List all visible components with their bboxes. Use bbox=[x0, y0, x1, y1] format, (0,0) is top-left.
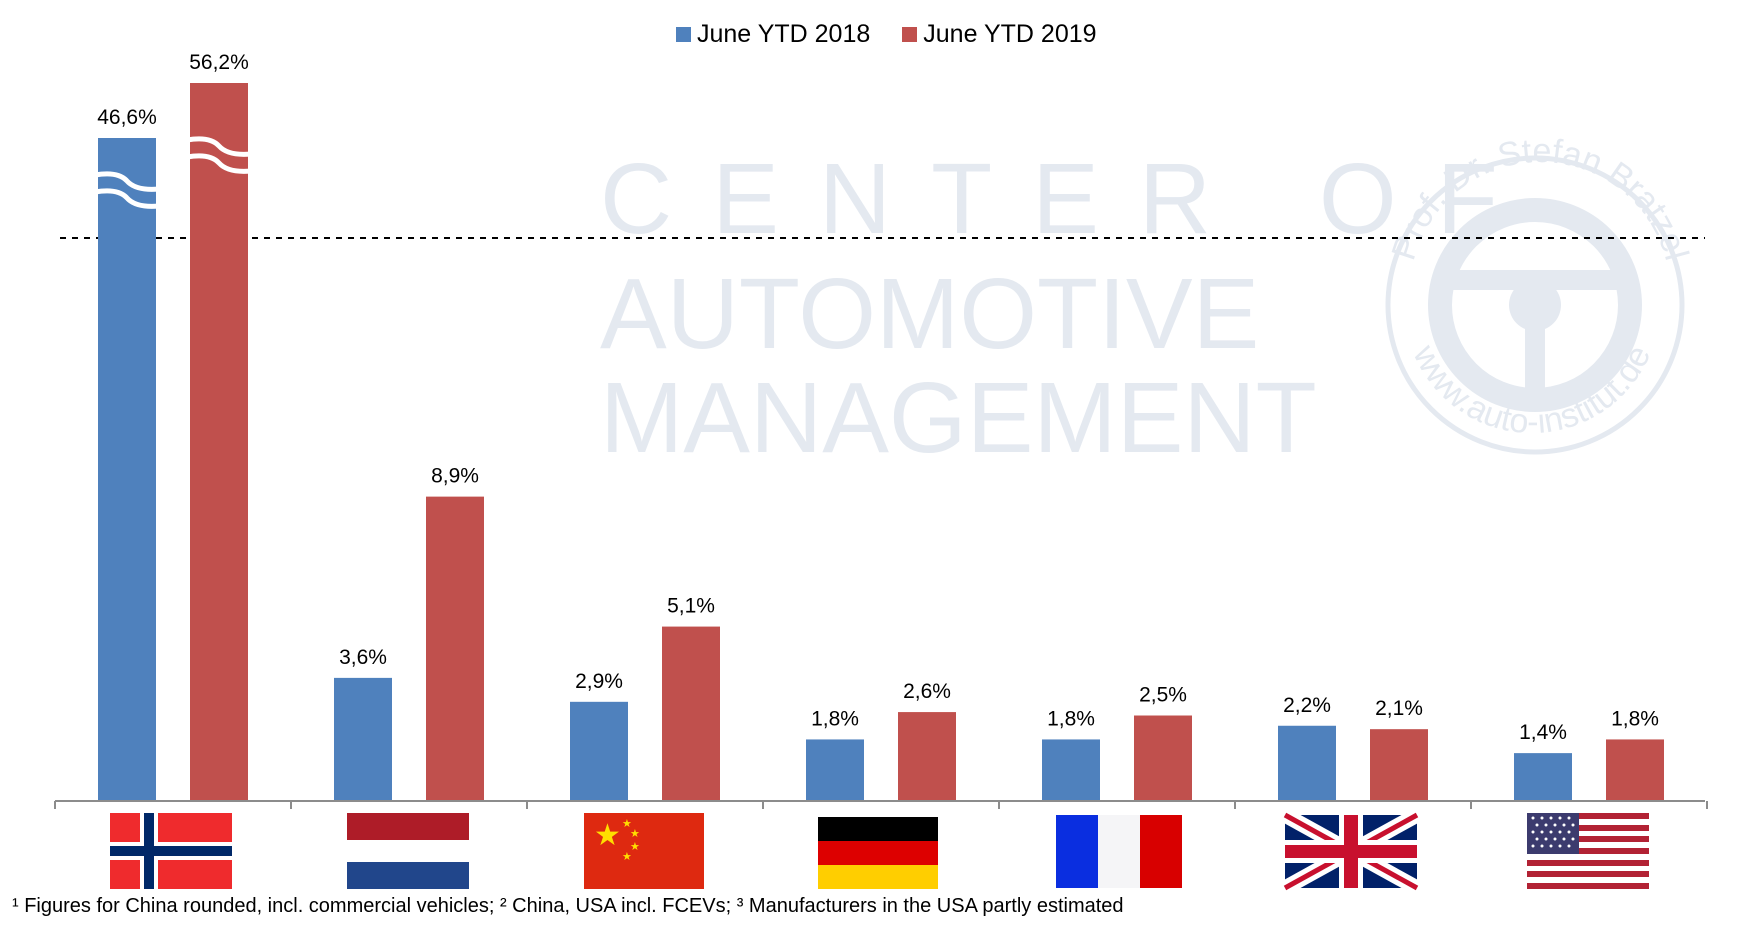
svg-text:★: ★ bbox=[594, 818, 621, 853]
footnote: ¹ Figures for China rounded, incl. comme… bbox=[12, 895, 1124, 917]
bar-netherlands-2018 bbox=[334, 677, 392, 801]
value-label: 2,9% bbox=[575, 670, 623, 693]
axis-break-marks bbox=[94, 136, 252, 209]
value-label: 1,8% bbox=[1611, 707, 1659, 730]
axis-break-mark bbox=[186, 153, 252, 174]
value-label: 46,6% bbox=[97, 106, 157, 129]
watermark-line2: AUTOMOTIVE bbox=[600, 258, 1259, 370]
bar-united-kingdom-2018 bbox=[1278, 725, 1336, 801]
bars-group bbox=[98, 83, 1664, 801]
axis-break-mark bbox=[186, 136, 252, 157]
value-label: 2,6% bbox=[903, 680, 951, 703]
legend-label-2018: June YTD 2018 bbox=[697, 20, 871, 48]
value-label: 5,1% bbox=[667, 595, 715, 618]
flag-france-icon bbox=[1056, 815, 1182, 888]
value-label: 1,8% bbox=[811, 707, 859, 730]
watermark-line1: CENTER OF bbox=[600, 143, 1538, 255]
bar-netherlands-2019 bbox=[426, 496, 484, 801]
value-label: 8,9% bbox=[431, 465, 479, 488]
legend-item-2018: June YTD 2018 bbox=[676, 20, 870, 49]
legend-swatch-2018 bbox=[676, 27, 691, 42]
bar-usa-2018 bbox=[1514, 753, 1572, 801]
watermark-seal: Prof. Dr. Stefan Bratzel www.auto-instit… bbox=[1385, 132, 1696, 455]
legend: June YTD 2018 June YTD 2019 bbox=[676, 20, 1097, 49]
flag-uk-icon bbox=[1281, 808, 1421, 895]
bar-usa-2019 bbox=[1606, 739, 1664, 801]
flag-germany-icon bbox=[818, 817, 938, 889]
bar-germany-2018 bbox=[806, 739, 864, 801]
watermark-line3: MANAGEMENT bbox=[600, 362, 1317, 474]
flag-norway-icon bbox=[110, 813, 232, 889]
bar-france-2018 bbox=[1042, 739, 1100, 801]
x-axis-ticks bbox=[54, 801, 1708, 809]
svg-text:★: ★ bbox=[630, 840, 640, 853]
bar-norway-2018 bbox=[98, 138, 156, 801]
flag-usa-icon bbox=[1527, 813, 1649, 889]
legend-item-2019: June YTD 2019 bbox=[902, 20, 1097, 49]
bar-china-2019 bbox=[662, 626, 720, 801]
axis-break-mark bbox=[94, 171, 160, 192]
flag-netherlands-icon bbox=[347, 813, 469, 889]
value-label: 1,4% bbox=[1519, 721, 1567, 744]
watermark: CENTER OF AUTOMOTIVE MANAGEMENT Prof. Dr… bbox=[600, 132, 1696, 474]
value-label: 2,1% bbox=[1375, 697, 1423, 720]
value-label: 56,2% bbox=[189, 51, 249, 74]
bar-france-2019 bbox=[1134, 715, 1192, 801]
value-label: 1,8% bbox=[1047, 707, 1095, 730]
steering-wheel-icon bbox=[1428, 198, 1642, 412]
svg-text:★: ★ bbox=[630, 827, 640, 840]
flag-china-icon: ★ ★ ★ ★ ★ bbox=[584, 813, 704, 889]
bar-norway-2019 bbox=[190, 83, 248, 801]
value-label: 2,2% bbox=[1283, 694, 1331, 717]
value-labels: 46,6% 56,2% 3,6% 8,9% 2,9% 5,1% 1,8% 2,6% 1,8% 2,… bbox=[97, 51, 1659, 744]
axis-break-mark bbox=[94, 188, 160, 209]
bar-germany-2019 bbox=[898, 712, 956, 801]
category-flags: ★ ★ ★ ★ ★ bbox=[110, 808, 1649, 895]
bar-united-kingdom-2019 bbox=[1370, 729, 1428, 801]
legend-swatch-2019 bbox=[902, 27, 918, 42]
svg-text:★: ★ bbox=[622, 817, 632, 830]
bar-china-2018 bbox=[570, 701, 628, 801]
value-label: 2,5% bbox=[1139, 684, 1187, 707]
svg-text:★: ★ bbox=[622, 850, 632, 863]
legend-label-2019: June YTD 2019 bbox=[923, 20, 1097, 48]
value-label: 3,6% bbox=[339, 646, 387, 669]
